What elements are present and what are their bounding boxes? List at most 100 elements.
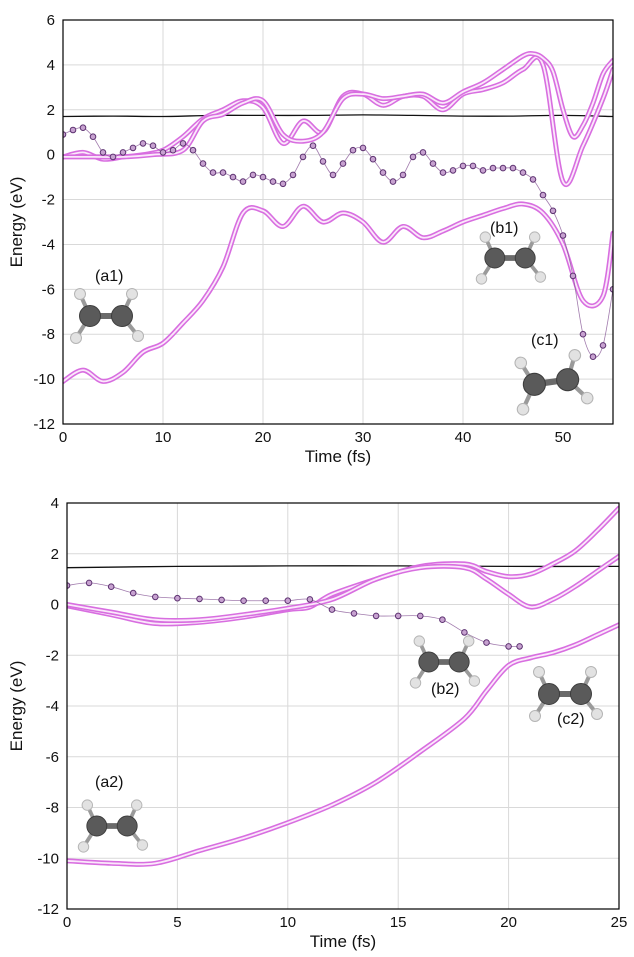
- active-state-marker: [399, 171, 407, 179]
- active-state-marker: [409, 153, 417, 161]
- y-tick-label: -12: [33, 416, 55, 433]
- active-state-marker: [218, 596, 225, 604]
- active-state-marker: [249, 171, 257, 179]
- y-tick-label: 0: [47, 147, 55, 164]
- x-axis-label: Time (fs): [310, 932, 376, 951]
- x-tick-label: 10: [279, 914, 296, 931]
- y-tick-label: -8: [46, 800, 59, 817]
- ethylene-molecule-icon: [475, 231, 547, 285]
- active-state-marker: [289, 171, 297, 179]
- active-state-marker: [329, 171, 337, 179]
- active-state-marker: [149, 142, 157, 149]
- active-state-marker: [539, 191, 547, 199]
- active-state-marker: [350, 610, 358, 617]
- energy-band-core-3: [63, 52, 613, 158]
- active-state-marker: [349, 146, 357, 154]
- active-state-marker: [417, 612, 424, 620]
- y-tick-label: -12: [37, 901, 59, 918]
- active-state-marker: [489, 164, 497, 172]
- y-axis-label: Energy (eV): [7, 661, 26, 752]
- x-tick-label: 20: [500, 914, 517, 931]
- active-state-marker: [499, 164, 507, 172]
- y-tick-label: 2: [47, 102, 55, 119]
- y-tick-label: 4: [51, 495, 59, 512]
- active-state-marker: [209, 169, 217, 176]
- active-state-marker: [509, 164, 517, 172]
- y-tick-label: 0: [51, 597, 59, 614]
- active-state-marker: [109, 153, 117, 161]
- active-state-marker: [139, 140, 147, 147]
- active-state-marker: [439, 616, 446, 624]
- y-tick-label: 6: [47, 12, 55, 29]
- active-state-marker: [99, 149, 107, 156]
- ethylene-molecule-icon: [77, 799, 149, 853]
- ethylene-molecule-icon: [529, 666, 603, 722]
- x-tick-label: 5: [173, 914, 181, 931]
- active-state-marker: [262, 597, 270, 605]
- total-energy-line: [63, 114, 613, 118]
- y-tick-label: -4: [42, 236, 55, 253]
- active-state-marker: [189, 146, 197, 154]
- active-state-marker: [309, 142, 317, 149]
- energy-band-curve-2: [63, 54, 613, 187]
- active-state-marker: [459, 162, 467, 170]
- molecule-label-0-2: (c1): [531, 332, 559, 349]
- active-state-marker: [174, 594, 181, 602]
- active-state-marker: [549, 207, 557, 215]
- active-state-marker: [569, 272, 577, 280]
- active-state-marker: [199, 160, 207, 167]
- active-state-marker: [519, 169, 527, 176]
- active-state-marker: [479, 167, 487, 174]
- energy-band-core-1: [63, 203, 613, 383]
- molecule-label-0-1: (b1): [490, 220, 518, 237]
- active-state-marker: [239, 178, 247, 185]
- active-state-marker: [529, 176, 537, 183]
- x-tick-label: 20: [255, 429, 272, 446]
- active-state-marker: [89, 133, 97, 140]
- active-state-marker: [319, 158, 327, 165]
- energy-band-curve-1: [67, 622, 619, 867]
- y-tick-label: -8: [42, 326, 55, 343]
- energy-band-core-3: [67, 555, 619, 622]
- plot-frame: [62, 19, 614, 425]
- y-tick-label: -6: [42, 281, 55, 298]
- energy-band-core-2: [63, 56, 613, 186]
- x-tick-label: 10: [155, 429, 172, 446]
- active-state-marker: [79, 124, 87, 131]
- energy-band-curve-1: [63, 201, 613, 384]
- active-state-marker: [559, 232, 567, 239]
- plot-frame: [66, 502, 620, 910]
- active-state-marker: [240, 597, 247, 605]
- active-state-marker: [169, 146, 177, 154]
- active-state-marker: [579, 330, 587, 338]
- active-state-marker: [179, 140, 187, 147]
- y-tick-label: -2: [42, 192, 55, 209]
- energy-band-core-1: [67, 623, 619, 866]
- active-state-marker: [439, 169, 447, 176]
- x-tick-label: 0: [63, 914, 71, 931]
- x-tick-label: 30: [355, 429, 372, 446]
- active-state-marker: [152, 593, 159, 601]
- active-state-marker: [196, 595, 203, 603]
- chart-panel-a1: 0 10 20 30 40 50 -12 -10 -8 -6 -4 -2 0 2 4 6 Time (fs) En…: [7, 12, 614, 466]
- x-tick-label: 40: [455, 429, 472, 446]
- active-state-marker: [69, 126, 77, 134]
- active-state-marker: [279, 180, 287, 188]
- y-tick-label: 4: [47, 57, 55, 74]
- x-axis-label: Time (fs): [305, 447, 371, 466]
- active-state-marker: [269, 178, 277, 185]
- y-tick-label: -10: [33, 371, 55, 388]
- active-state-marker: [589, 353, 597, 361]
- y-tick-label: -4: [46, 698, 59, 715]
- active-state-marker: [328, 606, 336, 613]
- active-state-marker: [306, 596, 314, 603]
- active-state-marker: [449, 167, 457, 174]
- active-state-marker: [599, 342, 607, 349]
- active-state-marker: [85, 579, 93, 587]
- molecule-label-1-1: (b2): [431, 681, 459, 698]
- active-state-marker: [379, 169, 387, 176]
- y-axis-label: Energy (eV): [7, 177, 26, 268]
- molecule-label-1-2: (c2): [557, 711, 585, 728]
- active-state-marker: [469, 162, 477, 170]
